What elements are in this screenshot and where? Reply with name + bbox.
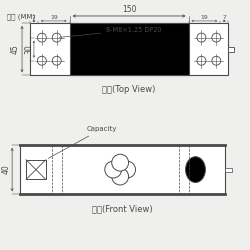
Bar [26, 160, 46, 180]
Text: 俦视(Top View): 俦视(Top View) [102, 85, 156, 94]
Circle shape [112, 154, 128, 171]
Text: 150: 150 [122, 6, 136, 15]
Circle shape [112, 168, 128, 185]
Bar [30, 23, 228, 76]
Text: 45: 45 [11, 44, 20, 54]
Text: 40: 40 [1, 165, 10, 174]
Text: 单位 (MM): 单位 (MM) [7, 13, 36, 20]
Text: 主视(Front View): 主视(Front View) [92, 204, 153, 213]
Text: 19: 19 [50, 15, 58, 20]
Bar [70, 23, 188, 76]
Circle shape [119, 161, 136, 178]
Text: Capacity: Capacity [48, 126, 117, 158]
Text: 7: 7 [222, 15, 226, 20]
Bar [20, 145, 225, 194]
Bar [225, 168, 232, 172]
Text: 19: 19 [200, 15, 208, 20]
Text: 30: 30 [24, 44, 33, 54]
Circle shape [105, 161, 122, 178]
Text: 7: 7 [32, 15, 36, 20]
Ellipse shape [186, 157, 206, 182]
Text: 8-M8×1.25 DP20: 8-M8×1.25 DP20 [60, 27, 162, 37]
Bar [228, 47, 234, 52]
